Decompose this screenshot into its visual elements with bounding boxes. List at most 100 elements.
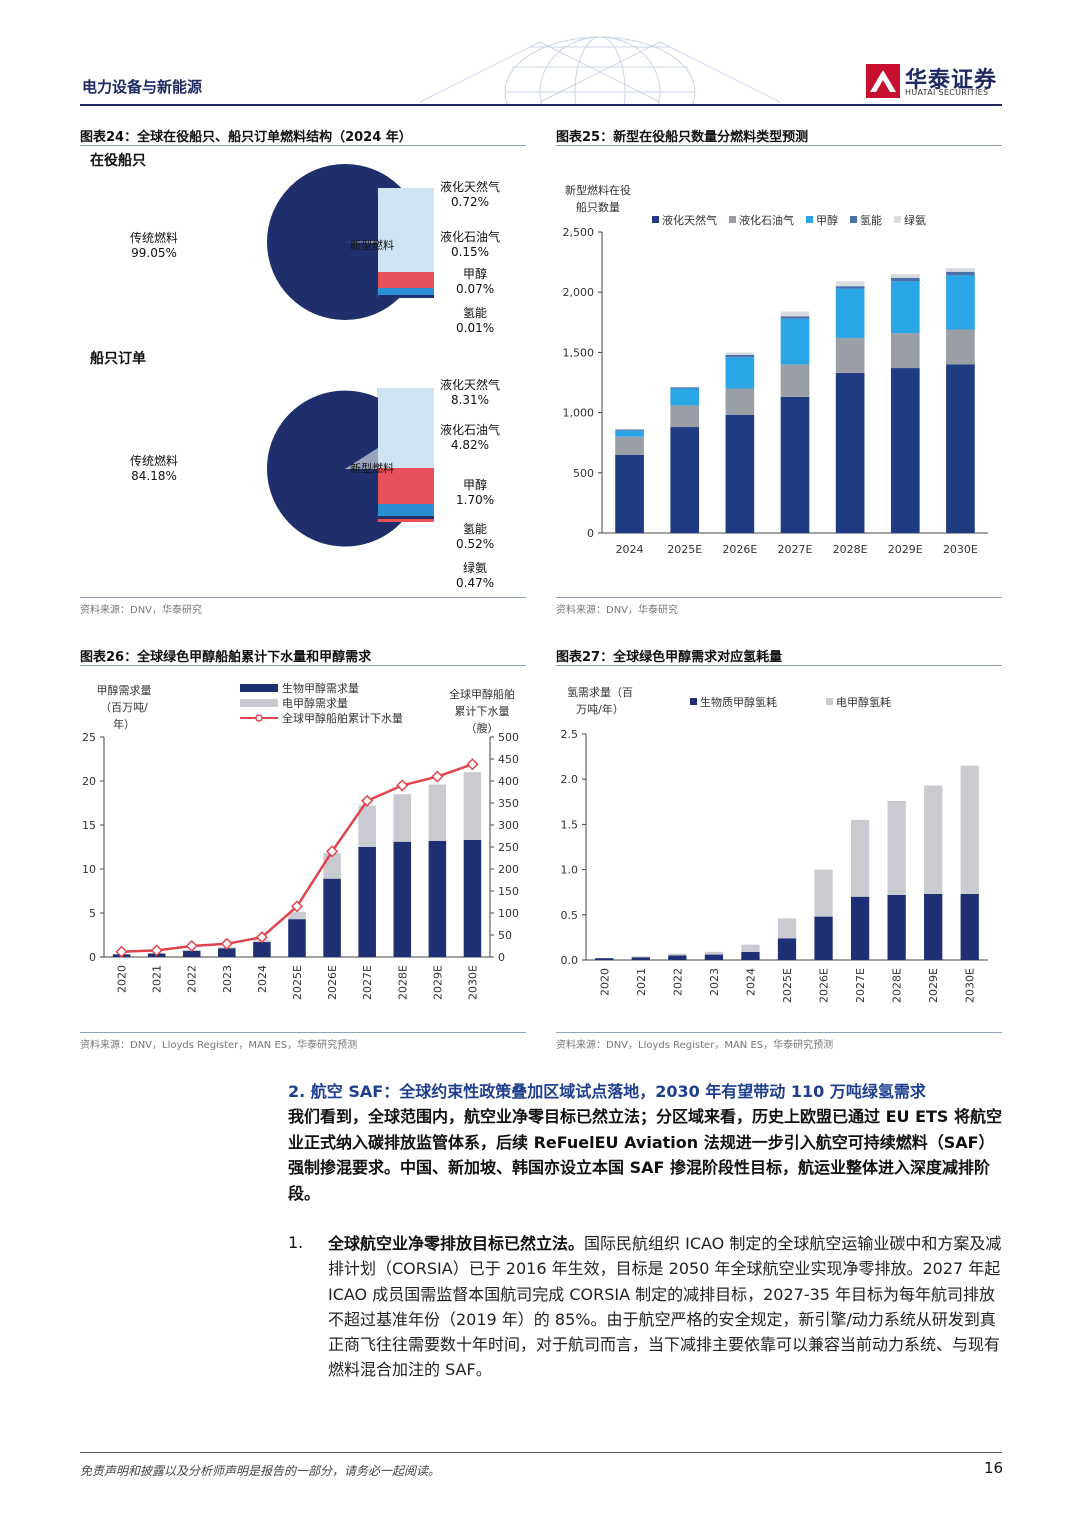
- x-tick-label: 2021: [151, 965, 164, 993]
- footer-rule: [80, 1452, 1002, 1453]
- y-axis-label: 甲醇需求量: [97, 683, 152, 697]
- x-tick-label: 2027E: [854, 968, 867, 1003]
- y-tick-label: 1,000: [563, 407, 595, 420]
- line-marker-2: [185, 939, 198, 953]
- y2-tick-label: 300: [498, 819, 519, 832]
- legend-swatch-4: [894, 216, 901, 223]
- pie1-item-methanol: 甲醇 0.07%: [456, 267, 495, 296]
- bar-0-1: [670, 427, 700, 533]
- pie2-item-h2: 氢能 0.52%: [456, 522, 495, 551]
- legend-swatch-0: [240, 684, 278, 692]
- bar-1-6: [946, 329, 975, 365]
- pie1-bar-lpg: [378, 272, 434, 288]
- x-tick-label: 2026E: [818, 968, 831, 1003]
- x-tick-label: 2028E: [891, 968, 904, 1003]
- fig24-source: 资料来源：DNV，华泰研究: [80, 605, 203, 616]
- pie2-traditional-label: 传统燃料 84.18%: [130, 454, 179, 483]
- bar-1-4: [835, 337, 865, 373]
- line-marker-1: [150, 944, 163, 957]
- y2-tick-label: 400: [498, 775, 519, 788]
- pie1-bar-lng: [378, 188, 434, 272]
- bar-0-3: [704, 954, 724, 960]
- page-number: 16: [984, 1459, 1004, 1477]
- x-tick-label: 2029E: [927, 968, 940, 1003]
- pie2-item-lng: 液化天然气 8.31%: [440, 378, 501, 407]
- pie2-item-methanol: 甲醇 1.70%: [456, 478, 495, 507]
- y2-tick-label: 50: [498, 929, 512, 942]
- x-tick-label: 2022: [186, 965, 199, 993]
- x-tick-label: 2028E: [396, 965, 409, 1000]
- item-lead: 全球航空业净零排放目标已然立法。: [328, 1234, 585, 1253]
- pie2-bar-ammonia: [378, 519, 434, 522]
- y2-axis-label: （艘）: [466, 721, 499, 735]
- pie2-bar-h2: [378, 516, 434, 519]
- item-number: 1.: [288, 1233, 304, 1252]
- bar-4-5: [890, 274, 920, 278]
- legend-swatch-0: [690, 698, 697, 705]
- legend-line-marker: [255, 714, 263, 722]
- bar-0-10: [463, 839, 482, 957]
- pie2-bar-lpg: [378, 468, 434, 504]
- pie2-bar-lng: [378, 388, 434, 468]
- fig25-title: 图表25：新型在役船只数量分燃料类型预测: [556, 130, 809, 145]
- item-paragraph: 全球航空业净零排放目标已然立法。国际民航组织 ICAO 制定的全球航空运输业碳中…: [328, 1231, 1008, 1383]
- bar-0-9: [428, 840, 447, 957]
- bar-0-5: [890, 368, 920, 533]
- legend-swatch-1: [240, 699, 278, 707]
- y2-tick-label: 500: [498, 731, 519, 744]
- bar-0-9: [924, 894, 943, 960]
- bar-1-8: [393, 794, 412, 842]
- y-axis-label: 船只数量: [576, 200, 620, 214]
- bar-2-3: [780, 318, 810, 365]
- pie1-bar-h2: [378, 295, 434, 298]
- x-tick-label: 2030E: [466, 965, 479, 1000]
- y-tick-label: 2.0: [561, 773, 579, 786]
- x-tick-label: 2027E: [361, 965, 374, 1000]
- bar-1-9: [428, 784, 447, 841]
- logo-cn: 华泰证券: [905, 68, 998, 93]
- y2-axis-label: 全球甲醇船舶: [449, 687, 515, 701]
- fig27-source: 资料来源：DNV，Lloyds Register，MAN ES，华泰研究预测: [556, 1040, 834, 1051]
- pie1-item-lng: 液化天然气 0.72%: [440, 180, 501, 209]
- y-tick-label: 1.5: [561, 818, 579, 831]
- pie2-item-ammonia: 绿氨 0.47%: [456, 561, 495, 590]
- fig26-title-rule: [80, 665, 526, 666]
- x-tick-label: 2026E: [326, 965, 339, 1000]
- bar-1-7: [358, 805, 376, 847]
- fig24-bottom-rule: [80, 597, 526, 598]
- bar-0-6: [814, 916, 833, 960]
- y-tick-label: 1,500: [563, 346, 595, 359]
- bar-0-6: [946, 364, 975, 533]
- line-marker-8: [396, 779, 409, 792]
- x-tick-label: 2025E: [291, 965, 304, 1000]
- bar-0-0: [595, 958, 614, 960]
- bar-1-5: [777, 918, 797, 939]
- y-tick-label: 2,000: [563, 286, 595, 299]
- fig24-subtitle-orders: 船只订单: [90, 351, 146, 367]
- fig24-title-rule: [80, 145, 526, 146]
- pie2-bar-methanol: [378, 504, 434, 516]
- fig25-title-rule: [556, 145, 1002, 146]
- y-tick-label: 15: [82, 819, 96, 832]
- fig24-title: 图表24：全球在役船只、船只订单燃料结构（2024 年）: [80, 130, 412, 145]
- x-tick-label: 2029E: [431, 965, 444, 1000]
- x-tick-label: 2030E: [943, 543, 978, 556]
- y-tick-label: 0: [89, 951, 96, 964]
- y2-tick-label: 250: [498, 841, 519, 854]
- legend-label-4: 绿氨: [904, 213, 926, 227]
- x-tick-label: 2029E: [888, 543, 923, 556]
- x-tick-label: 2024: [616, 543, 644, 556]
- legend-label-1: 电甲醇需求量: [282, 696, 348, 710]
- y-tick-label: 500: [573, 467, 594, 480]
- bar-0-8: [887, 894, 906, 960]
- bar-0-2: [725, 415, 755, 533]
- y-axis-label: 年）: [113, 717, 135, 731]
- x-tick-label: 2027E: [778, 543, 813, 556]
- x-tick-label: 2025E: [781, 968, 794, 1003]
- bar-1-6: [814, 869, 833, 917]
- y-tick-label: 5: [89, 907, 96, 920]
- x-tick-label: 2024: [256, 965, 269, 993]
- pie1-item-lpg: 液化石油气 0.15%: [440, 230, 501, 259]
- x-tick-label: 2026E: [722, 543, 757, 556]
